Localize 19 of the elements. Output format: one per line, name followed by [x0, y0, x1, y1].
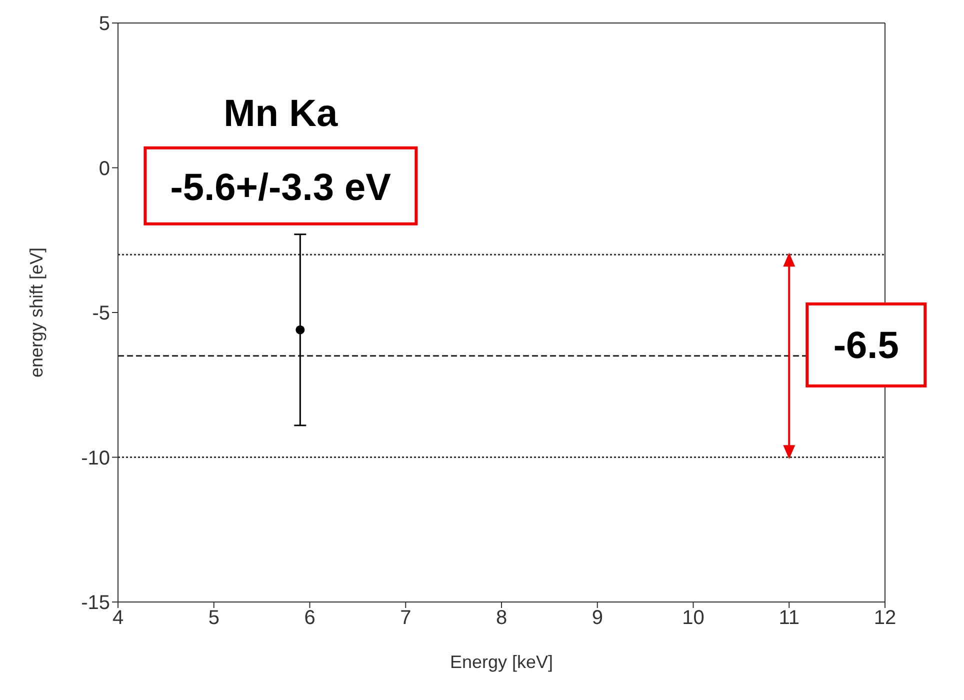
annotation: -5.6+/-3.3 eV — [170, 166, 392, 209]
y-axis-title: energy shift [eV] — [26, 247, 46, 378]
x-tick-label: 10 — [682, 607, 704, 630]
x-axis-title: Energy [keV] — [450, 652, 554, 672]
x-tick-label: 5 — [208, 607, 220, 630]
x-tick-label: 4 — [112, 607, 124, 630]
y-tick-label: 5 — [98, 13, 110, 36]
y-tick-label: 0 — [98, 158, 110, 180]
annotation: Mn Ka — [224, 92, 339, 135]
y-tick-label: -5 — [92, 302, 110, 325]
x-tick-label: 12 — [874, 607, 896, 630]
x-tick-label: 8 — [496, 607, 508, 630]
x-tick-label: 11 — [778, 607, 800, 630]
y-tick-label: -15 — [81, 592, 110, 614]
y-tick-label: -10 — [81, 447, 110, 470]
x-tick-label: 7 — [400, 607, 412, 630]
x-tick-label: 6 — [304, 607, 316, 630]
x-tick-label: 9 — [592, 607, 603, 630]
annotation: -6.5 — [833, 324, 899, 367]
